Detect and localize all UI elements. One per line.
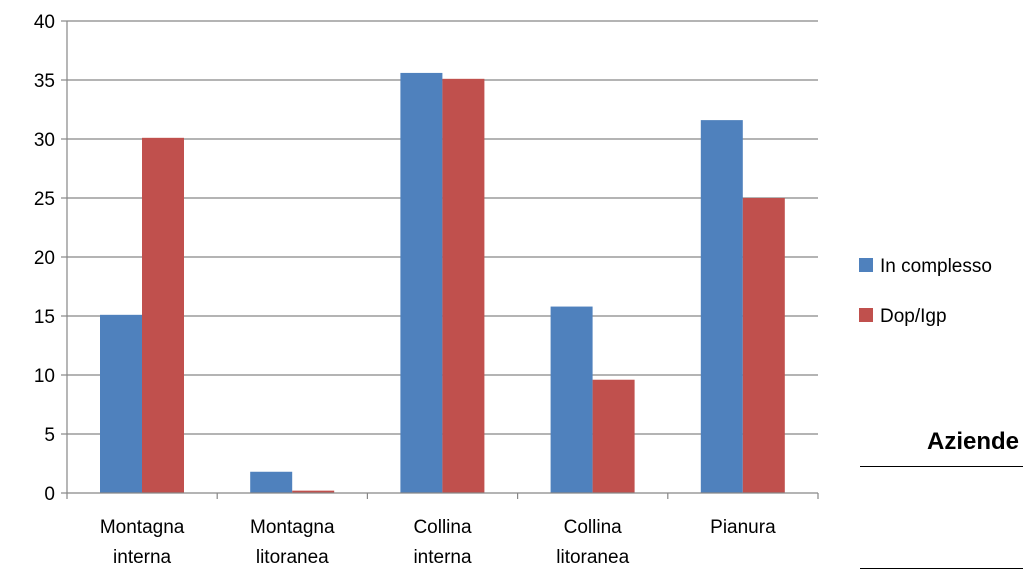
bar-0-3 [550,306,593,493]
bar-1-3 [592,379,635,493]
bar-0-0 [100,314,142,493]
y-tick-label: 25 [34,189,55,210]
y-tick-label: 30 [34,130,55,151]
category-label: Pianura [710,517,776,538]
legend: In complesso Dop/Igp [859,256,992,327]
bar-0-4 [700,120,743,494]
y-tick-label: 0 [44,484,55,505]
legend-swatch [859,308,873,322]
y-tick-label: 20 [34,248,55,269]
side-rule-top [860,466,1023,467]
y-tick-label: 35 [34,71,55,92]
legend-label: Dop/Igp [880,306,947,327]
bar-1-2 [442,78,485,493]
bar-1-0 [142,137,184,493]
y-axis-ticks: 0 5 10 15 20 25 30 35 40 [34,12,55,505]
legend-label: In complesso [880,256,992,277]
y-tick-label: 5 [44,425,55,446]
side-heading: Aziende [926,428,1019,455]
category-label: Montagna interna [100,517,185,568]
bars [100,72,785,494]
y-tick-label: 10 [34,366,55,387]
y-tick-label: 15 [34,307,55,328]
x-axis-labels: Montagna interna Montagna litoranea Collina i… [100,517,776,568]
bar-0-2 [400,72,443,494]
legend-swatch [859,258,873,272]
axes [61,20,819,499]
bar-1-1 [292,490,335,493]
category-label: Collina interna [413,517,472,568]
bar-1-4 [742,198,785,493]
bar-0-1 [250,471,293,493]
category-label: Montagna litoranea [250,517,335,568]
side-rule-bottom [860,568,1023,569]
category-label: Collina litoranea [556,517,629,568]
y-tick-label: 40 [34,12,55,33]
